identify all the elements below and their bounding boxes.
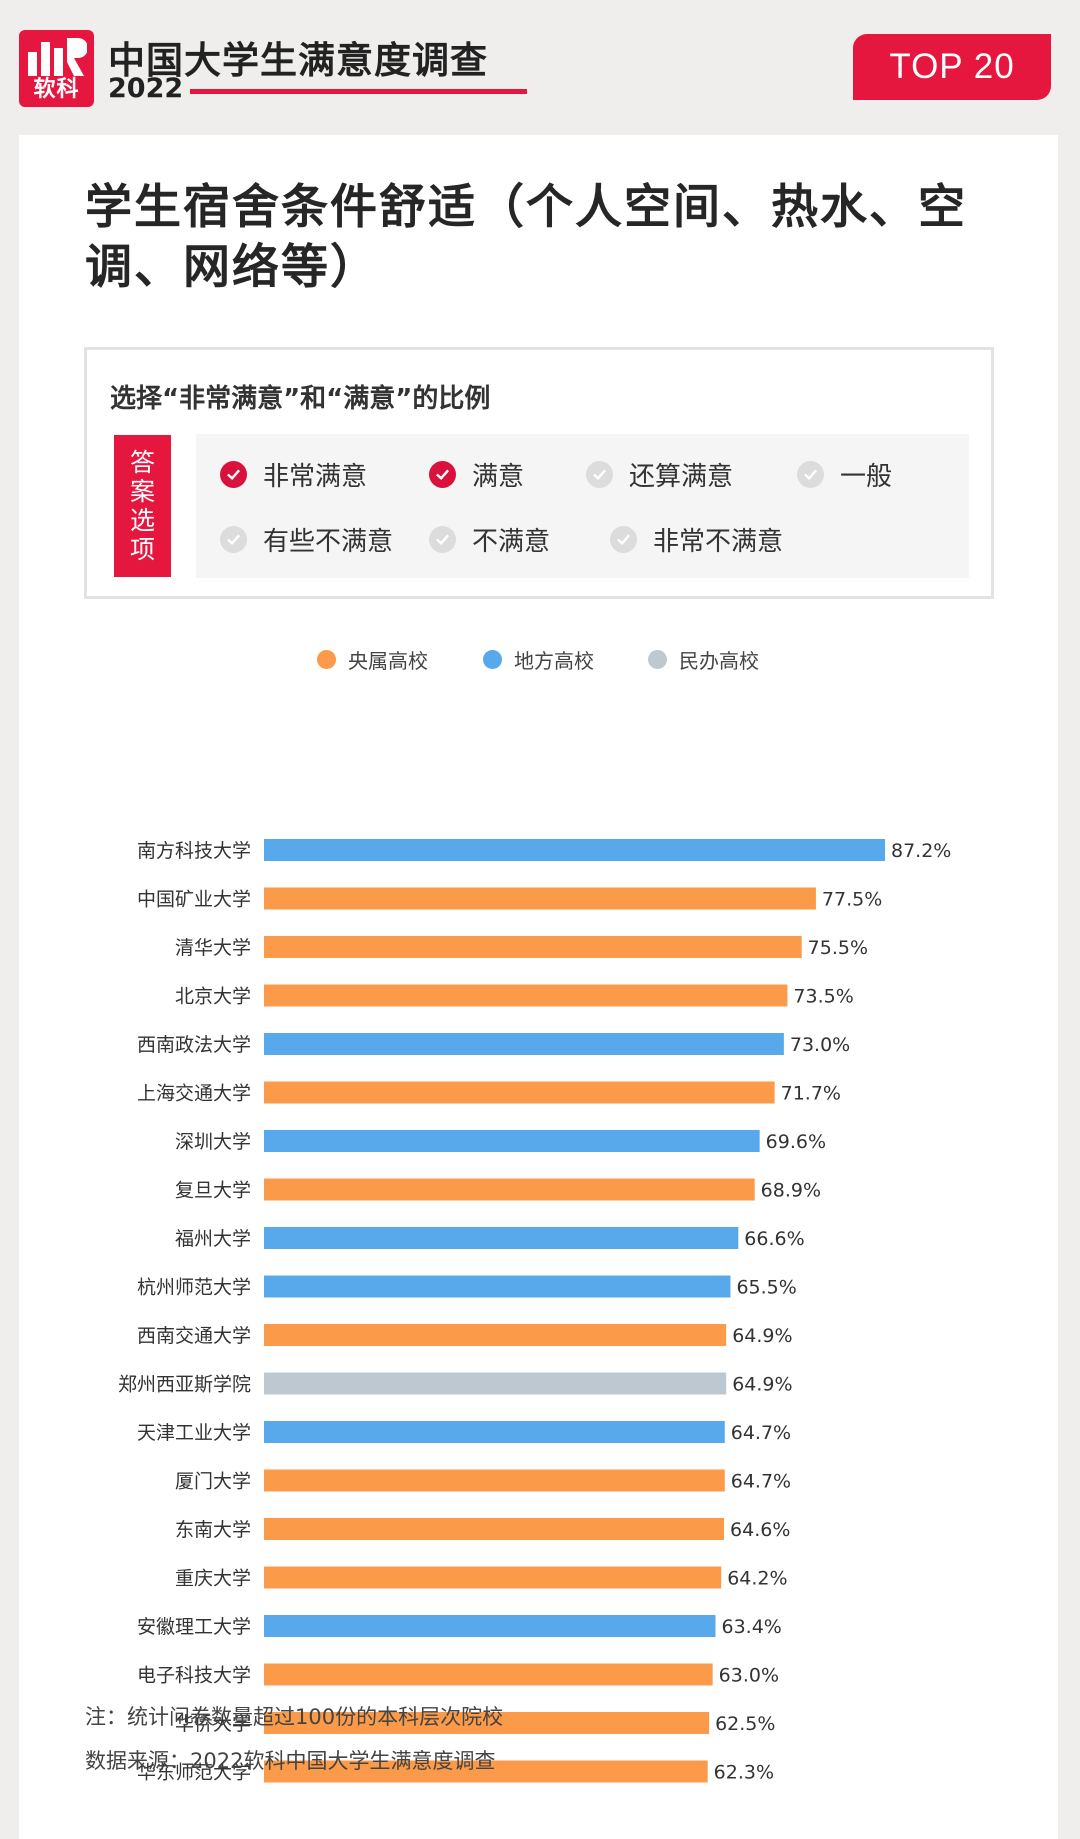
answer-options-box: 选择“非常满意”和“满意”的比例 答案选项 非常满意 满意 还算满意 一般 [84,347,994,599]
category-label: 西南政法大学 [137,1034,251,1056]
data-source: 数据来源：2022软科中国大学生满意度调查 [85,1749,496,1773]
check-selected-icon [429,461,456,488]
category-label: 中国矿业大学 [137,889,251,911]
bar [264,1518,725,1540]
value-label: 64.7% [731,1422,791,1444]
bar [264,1324,727,1346]
content-card: 学生宿舍条件舒适（个人空间、热水、空调、网络等） 选择“非常满意”和“满意”的比… [19,135,1058,1839]
bar [264,1663,713,1686]
bar [264,887,816,910]
bar [264,1227,739,1249]
value-label: 66.6% [744,1228,804,1250]
page-title: 学生宿舍条件舒适（个人空间、热水、空调、网络等） [85,180,967,295]
bar [264,984,788,1007]
category-label: 电子科技大学 [137,1665,251,1687]
category-label: 天津工业大学 [137,1422,251,1444]
category-label: 复旦大学 [175,1180,251,1202]
header: 软科 中国大学生满意度调查 2022 TOP 20 [0,0,1080,125]
value-label: 64.7% [731,1471,791,1493]
option-fairly-satisfied: 还算满意 [586,456,733,493]
category-label: 厦门大学 [175,1471,251,1493]
legend-dot-icon [317,650,336,669]
option-neutral: 一般 [797,456,892,493]
option-dissatisfied: 不满意 [429,521,550,558]
check-selected-icon [220,461,247,488]
bar-chart: 南方科技大学 87.2% 中国矿业大学 77.5% 清华大学 75.5% 北京大学 73.5%… [118,839,951,1784]
option-very-satisfied: 非常满意 [220,456,367,493]
value-label: 87.2% [891,840,951,862]
check-unselected-icon [429,526,456,553]
bar [264,1615,716,1637]
category-label: 上海交通大学 [137,1083,251,1105]
value-label: 65.5% [736,1277,796,1299]
category-label: 郑州西亚斯学院 [118,1374,251,1396]
bar [264,1178,755,1201]
bar [264,1033,784,1055]
value-label: 64.9% [732,1374,792,1396]
category-label: 重庆大学 [175,1568,251,1590]
header-underline [190,89,527,94]
option-satisfied: 满意 [429,456,524,493]
check-unselected-icon [610,526,637,553]
legend-dot-icon [648,650,667,669]
bar [264,1081,775,1104]
value-label: 64.2% [727,1568,787,1590]
category-label: 东南大学 [175,1519,251,1541]
value-label: 63.0% [719,1665,779,1687]
bar [264,1421,725,1443]
category-label: 北京大学 [175,986,251,1008]
survey-year: 2022 [108,73,184,104]
category-label: 福州大学 [175,1228,251,1250]
value-label: 77.5% [822,889,882,911]
category-label: 清华大学 [175,937,251,959]
legend-item-central: 央属高校 [317,645,428,674]
category-label: 南方科技大学 [137,840,251,862]
value-label: 73.0% [790,1034,850,1056]
bar [264,1130,760,1152]
option-very-dissatisfied: 非常不满意 [610,521,783,558]
bar [264,1469,725,1492]
bar [264,1760,708,1783]
options-panel: 非常满意 满意 还算满意 一般 有些不满意 不满意 [196,434,969,578]
value-label: 62.5% [715,1713,775,1735]
top-20-badge: TOP 20 [853,34,1051,100]
bar [264,1275,731,1298]
check-unselected-icon [220,526,247,553]
legend-item-local: 地方高校 [483,645,594,674]
legend-item-private: 民办高校 [648,645,759,674]
category-label: 安徽理工大学 [137,1616,251,1638]
value-label: 73.5% [793,986,853,1008]
bar [264,1566,722,1589]
value-label: 63.4% [722,1616,782,1638]
answer-options-label: 答案选项 [114,435,171,577]
value-label: 68.9% [761,1180,821,1202]
category-label: 杭州师范大学 [137,1277,251,1299]
check-unselected-icon [797,461,824,488]
bar-chart-logo-icon [28,38,87,76]
category-label: 华东师范大学 [137,1762,251,1784]
check-unselected-icon [586,461,613,488]
value-label: 75.5% [808,937,868,959]
bar [264,1372,727,1395]
value-label: 62.3% [714,1762,774,1784]
survey-title: 中国大学生满意度调查 [108,39,488,82]
bar [264,839,885,861]
bar [264,1712,710,1734]
shanghairanking-logo: 软科 [19,30,94,107]
legend-dot-icon [483,650,502,669]
value-label: 64.6% [730,1519,790,1541]
answer-subtitle: 选择“非常满意”和“满意”的比例 [110,384,491,414]
category-label: 深圳大学 [175,1131,251,1153]
chart-legend: 央属高校 地方高校 民办高校 [19,645,1058,675]
footnote: 注：统计问卷数量超过100份的本科层次院校 [85,1705,504,1729]
category-label: 华侨大学 [175,1713,251,1735]
value-label: 69.6% [766,1131,826,1153]
value-label: 64.9% [732,1325,792,1347]
option-somewhat-dissatisfied: 有些不满意 [220,521,393,558]
logo-brand-text: 软科 [33,77,80,102]
value-label: 71.7% [781,1083,841,1105]
category-label: 西南交通大学 [137,1325,251,1347]
bar [264,936,802,958]
